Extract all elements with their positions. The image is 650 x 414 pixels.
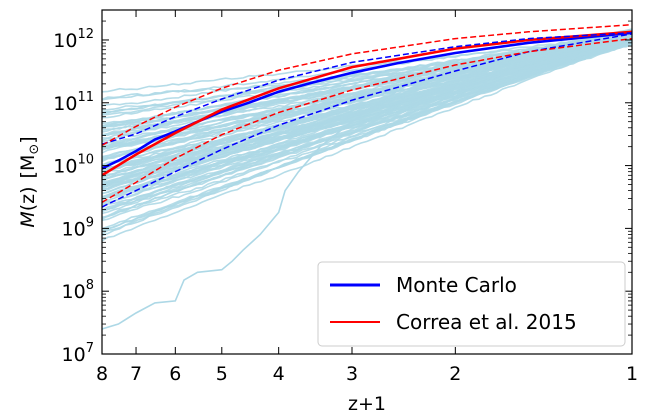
x-tick-label: 7 (130, 363, 142, 385)
y-tick-label: 1012 (53, 27, 94, 52)
monte-carlo-line-0 (102, 31, 632, 170)
mc-track (102, 40, 632, 136)
x-tick-label: 1 (626, 363, 638, 385)
legend-box (317, 261, 626, 347)
monte-carlo-tracks (102, 28, 632, 330)
mc-track (102, 32, 632, 147)
mc-track (102, 34, 632, 230)
mc-track (102, 35, 632, 133)
axes: 8 7 6 5 4 3 2 1 107 108 109 1010 1011 1012 (53, 9, 638, 385)
mc-track (102, 40, 632, 220)
mc-track (102, 41, 632, 168)
series-line-3 (102, 33, 632, 208)
x-tick-label: 4 (273, 363, 285, 385)
legend-label: Correa et al. 2015 (396, 310, 577, 334)
mc-track-outlier (102, 34, 632, 330)
legend: Monte Carlo Correa et al. 2015 (317, 261, 626, 347)
x-tick-label: 5 (216, 363, 228, 385)
x-axis-label: z+1 (348, 393, 386, 414)
x-tick-label: 6 (169, 363, 181, 385)
series-line-4 (102, 23, 632, 146)
series-line-2 (102, 32, 632, 145)
y-axis-label: M(z)[M⊙] (17, 136, 42, 227)
series-line-5 (102, 37, 632, 203)
series-lines (102, 23, 632, 208)
x-tick-label: 8 (96, 363, 108, 385)
x-tick-label: 2 (449, 363, 461, 385)
legend-label: Monte Carlo (396, 273, 517, 297)
mc-track (102, 35, 632, 218)
mc-track (102, 33, 632, 101)
y-tick-label: 107 (62, 341, 94, 366)
y-tick-label: 1010 (53, 153, 94, 178)
x-tick-label: 3 (346, 363, 358, 385)
y-tick-label: 108 (62, 278, 94, 303)
y-tick-label: 1011 (53, 90, 94, 115)
mc-track (102, 41, 632, 169)
y-tick-label: 109 (62, 215, 94, 240)
correa-et-al-2015-line-1 (102, 30, 632, 177)
mc-track (102, 39, 632, 198)
plot-frame (101, 9, 633, 355)
mc-track (102, 35, 632, 195)
mc-track (102, 39, 632, 242)
